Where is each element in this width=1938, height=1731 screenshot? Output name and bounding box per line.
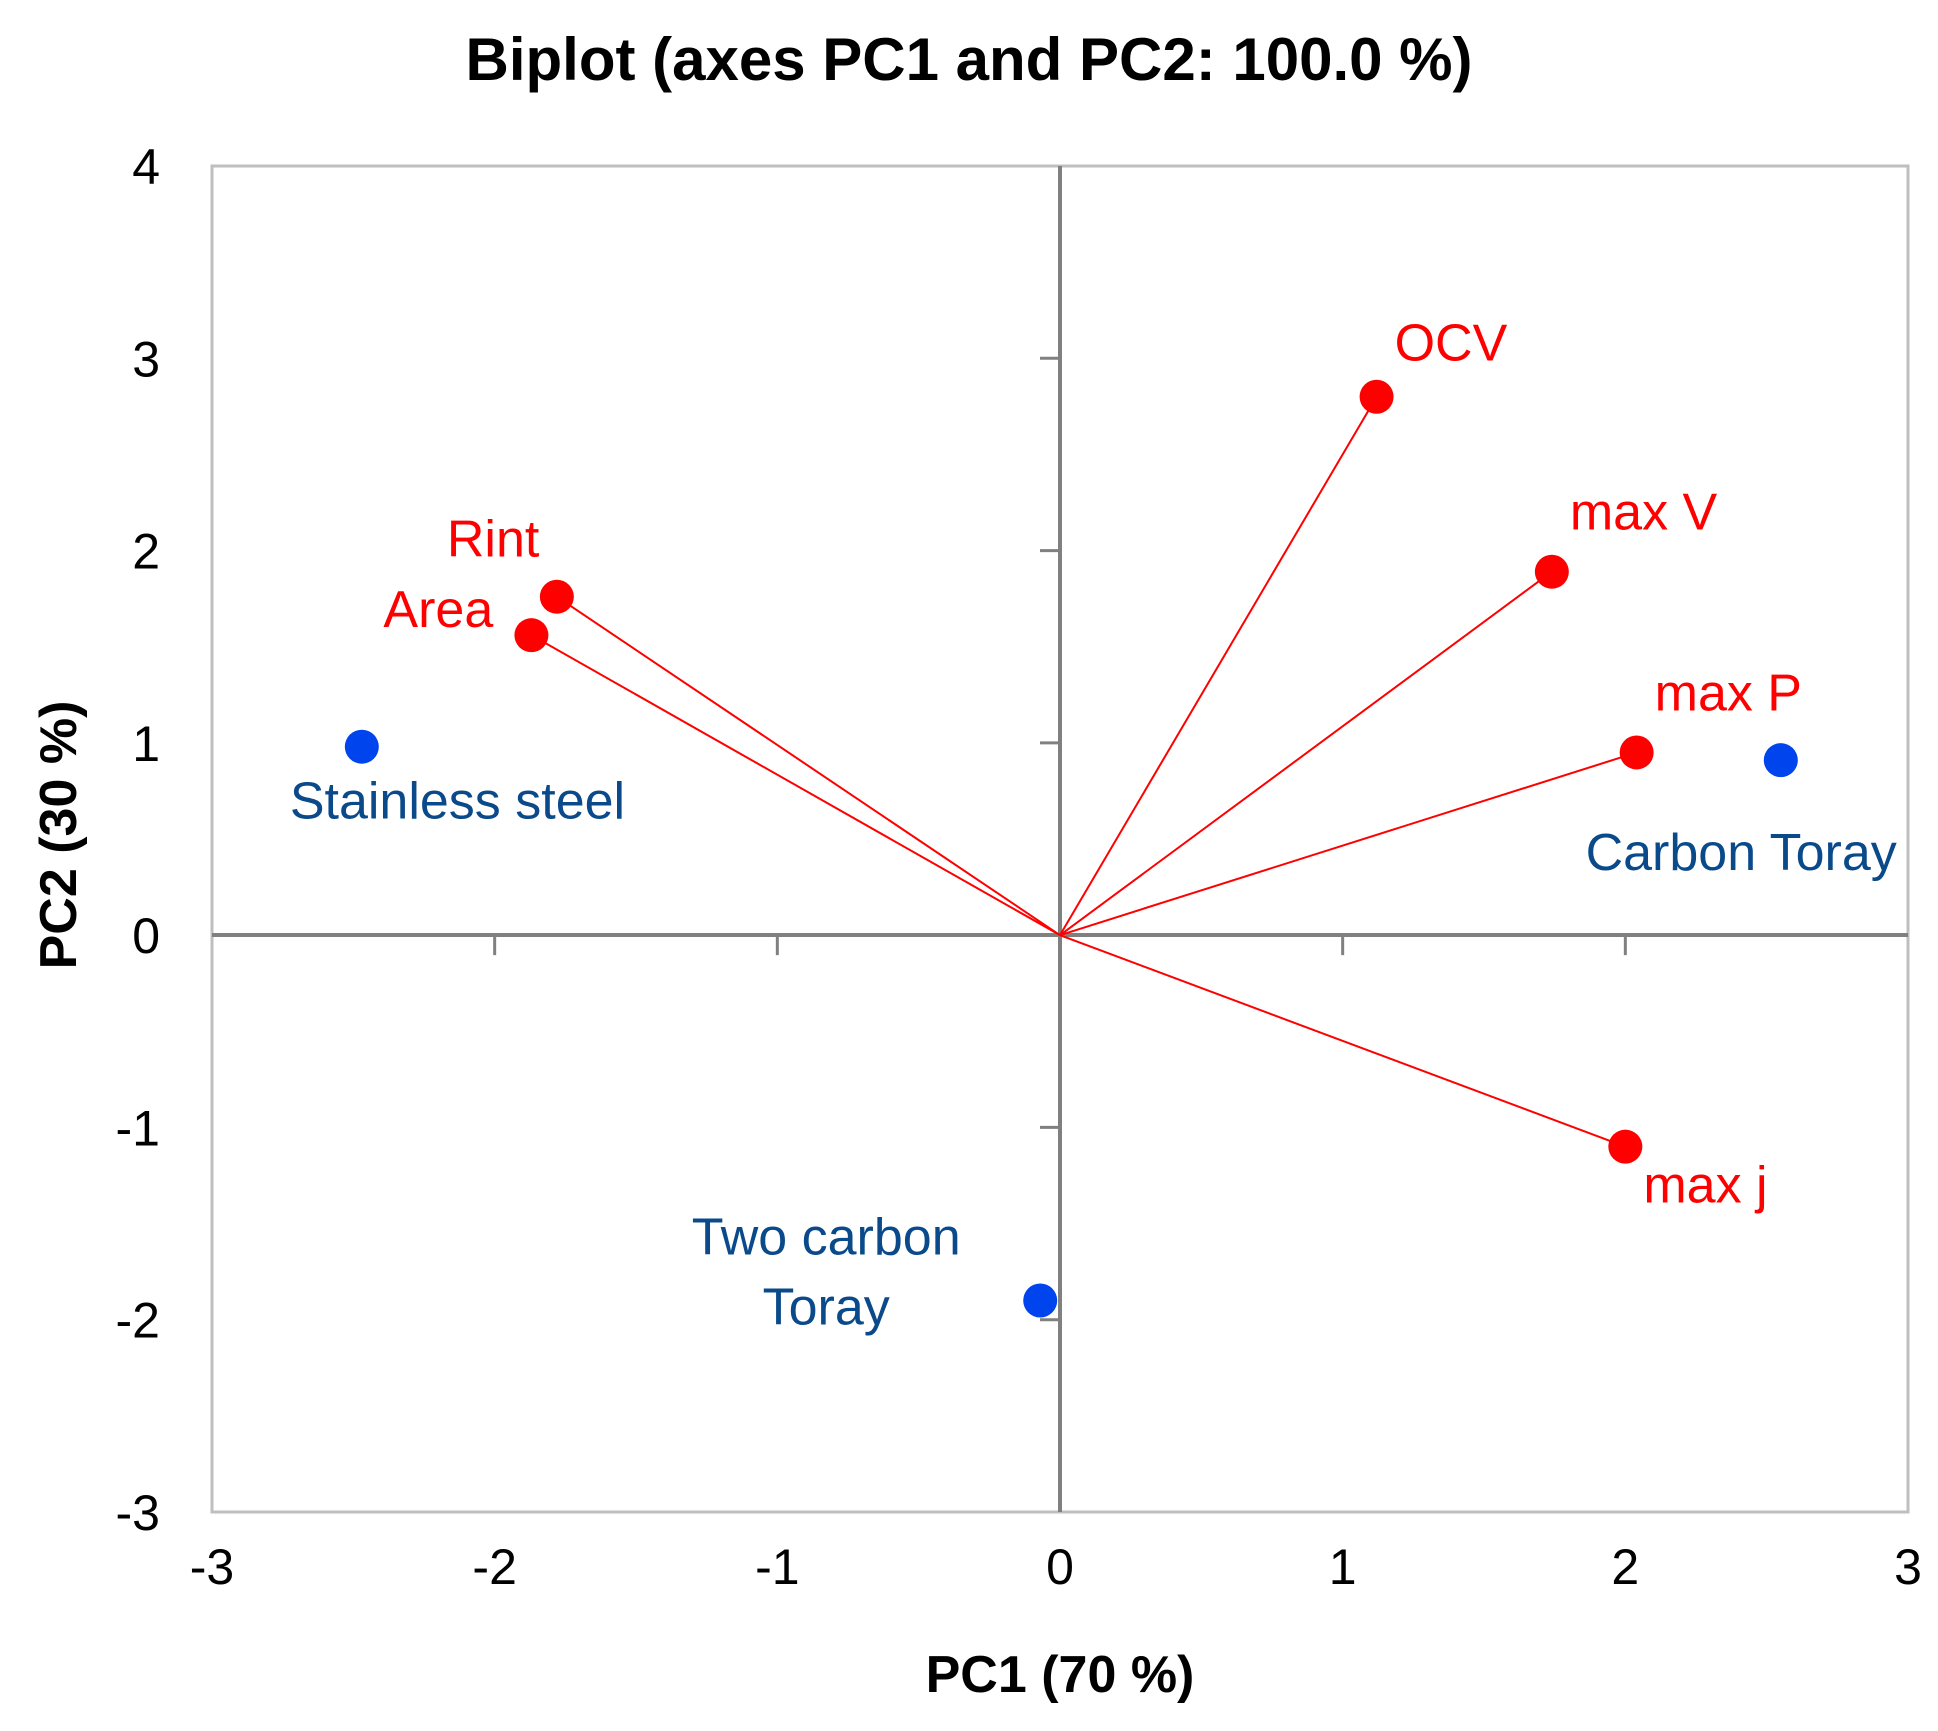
- point-labels: Rint Area OCV max V max P max j Stainless stee…: [290, 315, 1897, 1337]
- x-tick-label: -3: [190, 1539, 234, 1595]
- x-tick-label: 0: [1046, 1539, 1074, 1595]
- label-two-carbon-toray: Two carbon Toray: [692, 1208, 961, 1336]
- x-tick-labels: -3 -2 -1 0 1 2 3: [190, 1539, 1922, 1595]
- point-ocv: [1359, 379, 1394, 414]
- variable-vectors: [530, 396, 1637, 1148]
- vector-ocv: [1059, 396, 1378, 936]
- point-two-carbon-toray: [1023, 1283, 1058, 1318]
- y-tick-marks: [1040, 356, 1060, 1322]
- y-tick-label: 1: [132, 716, 160, 772]
- observation-points: [344, 729, 1798, 1318]
- x-tick-label: -2: [472, 1539, 516, 1595]
- point-max-p: [1619, 735, 1654, 770]
- y-tick-label: 4: [132, 139, 160, 195]
- vector-max-p: [1059, 751, 1637, 937]
- label-max-j: max j: [1643, 1157, 1767, 1215]
- label-max-v: max V: [1570, 484, 1718, 542]
- y-tick-labels: 4 3 2 1 0 -1 -2 -3: [116, 139, 160, 1541]
- x-tick-label: -1: [755, 1539, 799, 1595]
- y-axis-title: PC2 (30 %): [30, 701, 88, 970]
- x-tick-label: 2: [1611, 1539, 1639, 1595]
- y-tick-label: -2: [116, 1293, 160, 1349]
- point-carbon-toray: [1763, 743, 1798, 778]
- y-tick-label: -3: [116, 1485, 160, 1541]
- label-ocv: OCV: [1395, 315, 1508, 373]
- label-area: Area: [383, 581, 493, 639]
- x-tick-label: 1: [1329, 1539, 1357, 1595]
- x-tick-label: 3: [1894, 1539, 1922, 1595]
- y-tick-label: 2: [132, 524, 160, 580]
- point-max-v: [1534, 554, 1569, 589]
- label-rint: Rint: [447, 511, 540, 569]
- x-axis-title: PC1 (70 %): [926, 1646, 1195, 1704]
- vector-area: [530, 634, 1061, 937]
- point-area: [514, 618, 549, 653]
- variable-points: [514, 379, 1654, 1164]
- y-tick-label: -1: [116, 1100, 160, 1156]
- vector-rint: [556, 595, 1061, 936]
- x-tick-marks: [493, 935, 1627, 956]
- point-max-j: [1608, 1129, 1643, 1164]
- point-stainless-steel: [344, 729, 379, 764]
- label-carbon-toray: Carbon Toray: [1586, 824, 1897, 882]
- y-tick-label: 0: [132, 908, 160, 964]
- y-tick-label: 3: [132, 331, 160, 387]
- point-rint: [539, 579, 574, 614]
- chart-title: Biplot (axes PC1 and PC2: 100.0 %): [466, 26, 1473, 93]
- vector-max-v: [1059, 570, 1553, 936]
- label-stainless-steel: Stainless steel: [290, 773, 625, 831]
- label-max-p: max P: [1655, 664, 1802, 722]
- vector-max-j: [1059, 934, 1626, 1148]
